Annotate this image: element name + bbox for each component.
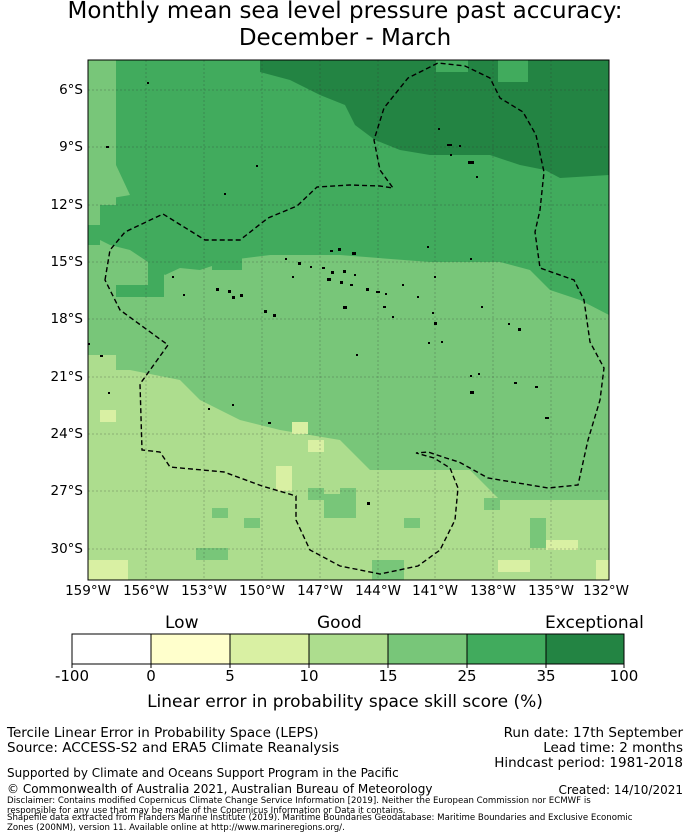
grid-cell: [244, 518, 260, 528]
grid-cell: [404, 518, 420, 528]
eez-boundary: [104, 62, 605, 575]
grid-cell: [292, 422, 308, 434]
title-line-2: December - March: [238, 25, 452, 51]
grid-cell: [88, 355, 116, 380]
map-frame: [87, 59, 610, 581]
leps-description: Tercile Linear Error in Probability Spac…: [7, 725, 319, 741]
colorbar-swatch: [309, 634, 388, 664]
lat-label: 12°S: [50, 197, 84, 213]
colorbar-swatch: [467, 634, 546, 664]
colorbar-tick: 5: [225, 667, 235, 685]
colorbar-label: Linear error in probability space skill …: [147, 692, 543, 712]
grid-cell: [372, 560, 404, 580]
grid-cell: [530, 518, 546, 548]
support-note: Supported by Climate and Oceans Support …: [7, 766, 399, 780]
grid-cell: [276, 466, 292, 491]
lat-label: 24°S: [50, 426, 84, 442]
lat-label: 21°S: [50, 369, 84, 385]
run-date: Run date: 17th September: [503, 725, 683, 741]
lon-label: 153°W: [181, 583, 227, 599]
colorbar-tick: 0: [146, 667, 156, 685]
lon-label: 156°W: [123, 583, 169, 599]
grid-cell: [88, 560, 128, 580]
colorbar-swatch: [546, 634, 624, 664]
created-date: Created: 14/10/2021: [558, 783, 683, 797]
grid-cell: [212, 508, 228, 518]
lon-label: 135°W: [528, 583, 574, 599]
lat-label: 30°S: [50, 541, 84, 557]
graticule: [88, 60, 609, 580]
legend-category-exceptional: Exceptional: [545, 613, 644, 633]
grid-cell: [355, 112, 395, 124]
grid-cell: [100, 175, 116, 205]
colorbar-tick: 15: [378, 667, 398, 685]
colorbar-swatch: [388, 634, 467, 664]
grid-cell: [308, 488, 324, 500]
grid-cell: [308, 440, 324, 452]
copyright: © Commonwealth of Australia 2021, Austra…: [7, 782, 433, 796]
lon-label: 159°W: [65, 583, 111, 599]
lead-time: Lead time: 2 months: [543, 740, 683, 756]
lon-label: 147°W: [297, 583, 343, 599]
lat-label: 18°S: [50, 311, 84, 327]
lon-label: 150°W: [239, 583, 285, 599]
legend-category-good: Good: [317, 613, 362, 633]
skill-region-exceptional: [260, 60, 609, 178]
grid-cell: [196, 548, 228, 560]
colorbar-tick: 35: [536, 667, 556, 685]
colorbar-swatch: [72, 634, 151, 664]
grid-cell: [212, 255, 242, 270]
grid-cell: [546, 540, 578, 550]
grid-cell: [498, 560, 530, 572]
lon-label: 144°W: [355, 583, 401, 599]
hindcast-period: Hindcast period: 1981-2018: [494, 755, 683, 771]
grid-cell: [484, 498, 500, 510]
grid-cell: [436, 60, 468, 72]
lon-label: 141°W: [412, 583, 458, 599]
disclaimer-line: Shapefile data extracted from Flanders M…: [7, 813, 633, 823]
colorbar-swatch: [151, 634, 230, 664]
grid-cell: [148, 262, 164, 297]
grid-cell: [596, 560, 609, 580]
disclaimer-line: Zones (200NM), version 11. Available onl…: [7, 823, 345, 833]
grid-cell: [116, 285, 148, 297]
islands: [88, 82, 549, 505]
colorbar-swatch: [230, 634, 309, 664]
grid-cell: [340, 488, 356, 500]
lat-label: 6°S: [59, 82, 83, 98]
disclaimer-line: Disclaimer: Contains modified Copernicus…: [7, 796, 591, 806]
title-line-1: Monthly mean sea level pressure past acc…: [67, 0, 623, 24]
lon-label: 138°W: [470, 583, 516, 599]
lat-label: 27°S: [50, 483, 84, 499]
lat-label: 15°S: [50, 254, 84, 270]
colorbar-tick: 25: [457, 667, 477, 685]
lat-label: 9°S: [59, 139, 83, 155]
colorbar-tick: 100: [609, 667, 639, 685]
grid-cell: [88, 225, 100, 245]
grid-cell: [498, 60, 528, 82]
colorbar-frame: [71, 633, 625, 665]
disclaimer-line: responsible for any use that may be made…: [7, 806, 406, 816]
colorbar-tick: -100: [54, 667, 90, 685]
legend-category-low: Low: [165, 613, 199, 633]
skill-grid: [88, 60, 609, 580]
grid-cell: [100, 410, 116, 422]
data-source: Source: ACCESS-S2 and ERA5 Climate Reana…: [7, 740, 340, 756]
grid-cell: [88, 60, 116, 160]
lon-label: 132°W: [583, 583, 629, 599]
colorbar-tick: 10: [299, 667, 319, 685]
colorbar: [71, 633, 625, 668]
